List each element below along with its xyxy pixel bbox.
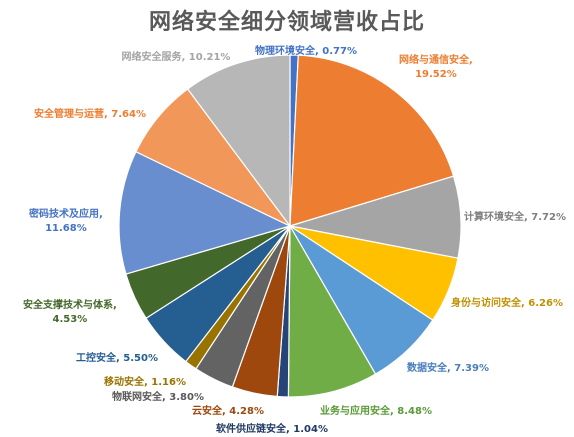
data-label-5: 数据安全, 7.39%	[407, 363, 489, 374]
data-label-7: 软件供应链安全, 1.04%	[216, 424, 328, 435]
pie-slice-15	[186, 54, 291, 228]
data-label-6: 业务与应用安全, 8.48%	[320, 406, 432, 417]
data-label-1: 物理环境安全, 0.77%	[255, 46, 357, 57]
data-label-9: 物联网安全, 3.80%	[112, 392, 204, 403]
pie-slice-6	[287, 223, 377, 398]
data-label-2: 网络与通信安全, 19.52%	[399, 55, 473, 80]
data-label-13: 密码技术及应用, 11.68%	[29, 209, 103, 234]
data-label-12: 安全支撑技术与体系, 4.53%	[23, 300, 117, 325]
pie-slice-2	[289, 54, 455, 227]
data-label-8: 云安全, 4.28%	[192, 406, 264, 417]
data-label-4: 身份与访问安全, 6.26%	[451, 298, 563, 309]
pie-slice-13	[118, 150, 292, 275]
data-label-14: 安全管理与运营, 7.64%	[34, 109, 146, 120]
data-label-3: 计算环境安全, 7.72%	[464, 212, 566, 223]
data-label-11: 工控安全, 5.50%	[76, 353, 158, 364]
data-label-15: 网络安全服务, 10.21%	[121, 52, 231, 63]
chart-title: 网络安全细分领域营收占比	[148, 10, 425, 35]
data-label-10: 移动安全, 1.16%	[104, 377, 186, 388]
